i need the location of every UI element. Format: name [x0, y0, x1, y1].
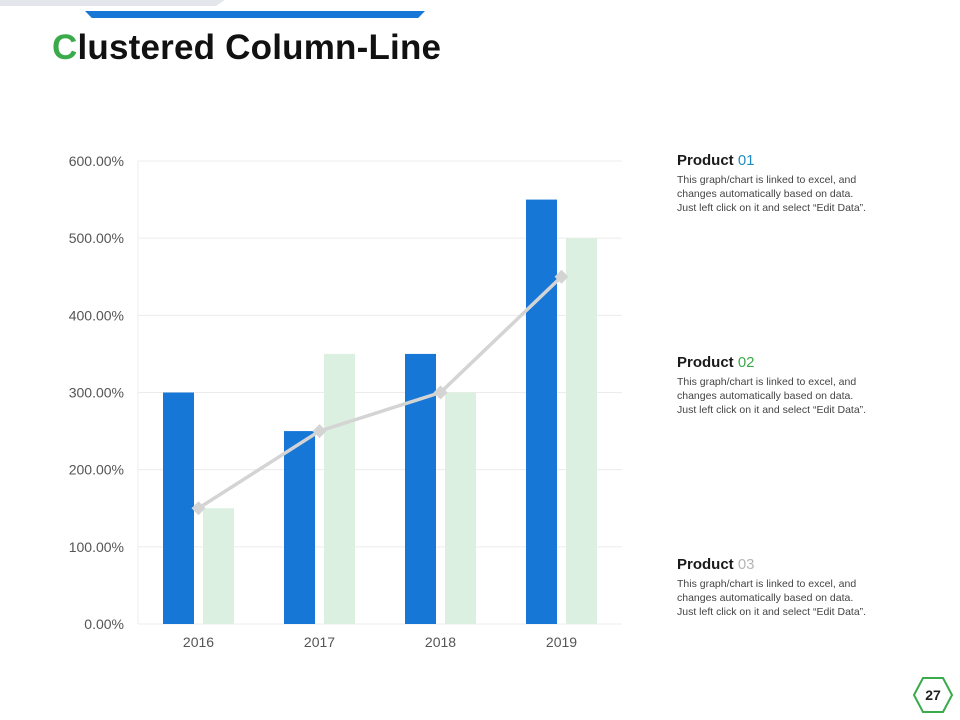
x-tick-label: 2019 [546, 634, 577, 650]
hexagon-icon [912, 677, 954, 713]
slide-title: Clustered Column-Line [52, 28, 441, 68]
product-02-desc-line: Just left click on it and select “Edit D… [677, 404, 867, 416]
product-01-desc-line: changes automatically based on data. [677, 188, 854, 200]
x-tick-label: 2016 [183, 634, 214, 650]
bar-series-1-2019 [526, 199, 557, 625]
bar-series-2-2016 [203, 508, 234, 624]
y-tick-label: 100.00% [69, 539, 124, 555]
product-02-block: Product 02 This graph/chart is linked to… [677, 354, 927, 417]
y-tick-label: 500.00% [69, 230, 124, 246]
product-01-title: Product 01 [677, 152, 927, 170]
line-marker-2017 [312, 424, 327, 439]
page-number: 27 [925, 687, 941, 703]
product-02-desc-line: changes automatically based on data. [677, 390, 854, 402]
line-series-1 [197, 275, 563, 510]
y-tick-label: 300.00% [69, 385, 124, 401]
product-03-desc-line: changes automatically based on data. [677, 592, 854, 604]
slide-title-first-letter: C [52, 28, 78, 67]
y-tick-label: 200.00% [69, 462, 124, 478]
x-tick-label: 2018 [425, 634, 456, 650]
product-02-desc-line: This graph/chart is linked to excel, and [677, 376, 857, 388]
line-marker-2018 [433, 385, 448, 400]
product-03-title: Product 03 [677, 556, 927, 574]
line-marker-2016 [191, 501, 206, 516]
product-01-block: Product 01 This graph/chart is linked to… [677, 152, 927, 215]
bar-series-2-2019 [566, 238, 597, 624]
product-03-description: This graph/chart is linked to excel, and… [677, 577, 902, 619]
product-02-description: This graph/chart is linked to excel, and… [677, 375, 902, 417]
top-decor-bar-blue [85, 11, 425, 18]
product-01-desc-line: Just left click on it and select “Edit D… [677, 202, 867, 214]
y-tick-label: 0.00% [84, 616, 124, 632]
product-01-desc-line: This graph/chart is linked to excel, and [677, 174, 857, 186]
product-03-block: Product 03 This graph/chart is linked to… [677, 556, 927, 619]
product-03-label: Product [677, 556, 734, 573]
bar-series-2-2017 [324, 353, 355, 624]
product-01-number: 01 [737, 152, 755, 169]
product-02-title: Product 02 [677, 354, 927, 372]
slide-title-rest: lustered Column-Line [77, 28, 442, 67]
product-02-label: Product [677, 354, 734, 371]
product-02-number: 02 [737, 354, 755, 371]
y-tick-label: 600.00% [69, 153, 124, 169]
product-01-label: Product [677, 152, 734, 169]
product-03-desc-line: Just left click on it and select “Edit D… [677, 606, 867, 618]
x-tick-label: 2017 [304, 634, 335, 650]
product-01-description: This graph/chart is linked to excel, and… [677, 173, 902, 215]
product-03-desc-line: This graph/chart is linked to excel, and [677, 578, 857, 590]
bar-series-1-2016 [163, 392, 194, 624]
product-03-number: 03 [737, 556, 755, 573]
bar-series-1-2017 [284, 431, 315, 624]
bar-series-2-2018 [445, 392, 476, 624]
y-tick-label: 400.00% [69, 307, 124, 323]
page-number-badge: 27 [912, 676, 954, 714]
line-marker-2019 [554, 269, 569, 284]
top-decor-bar-gray [0, 0, 225, 6]
